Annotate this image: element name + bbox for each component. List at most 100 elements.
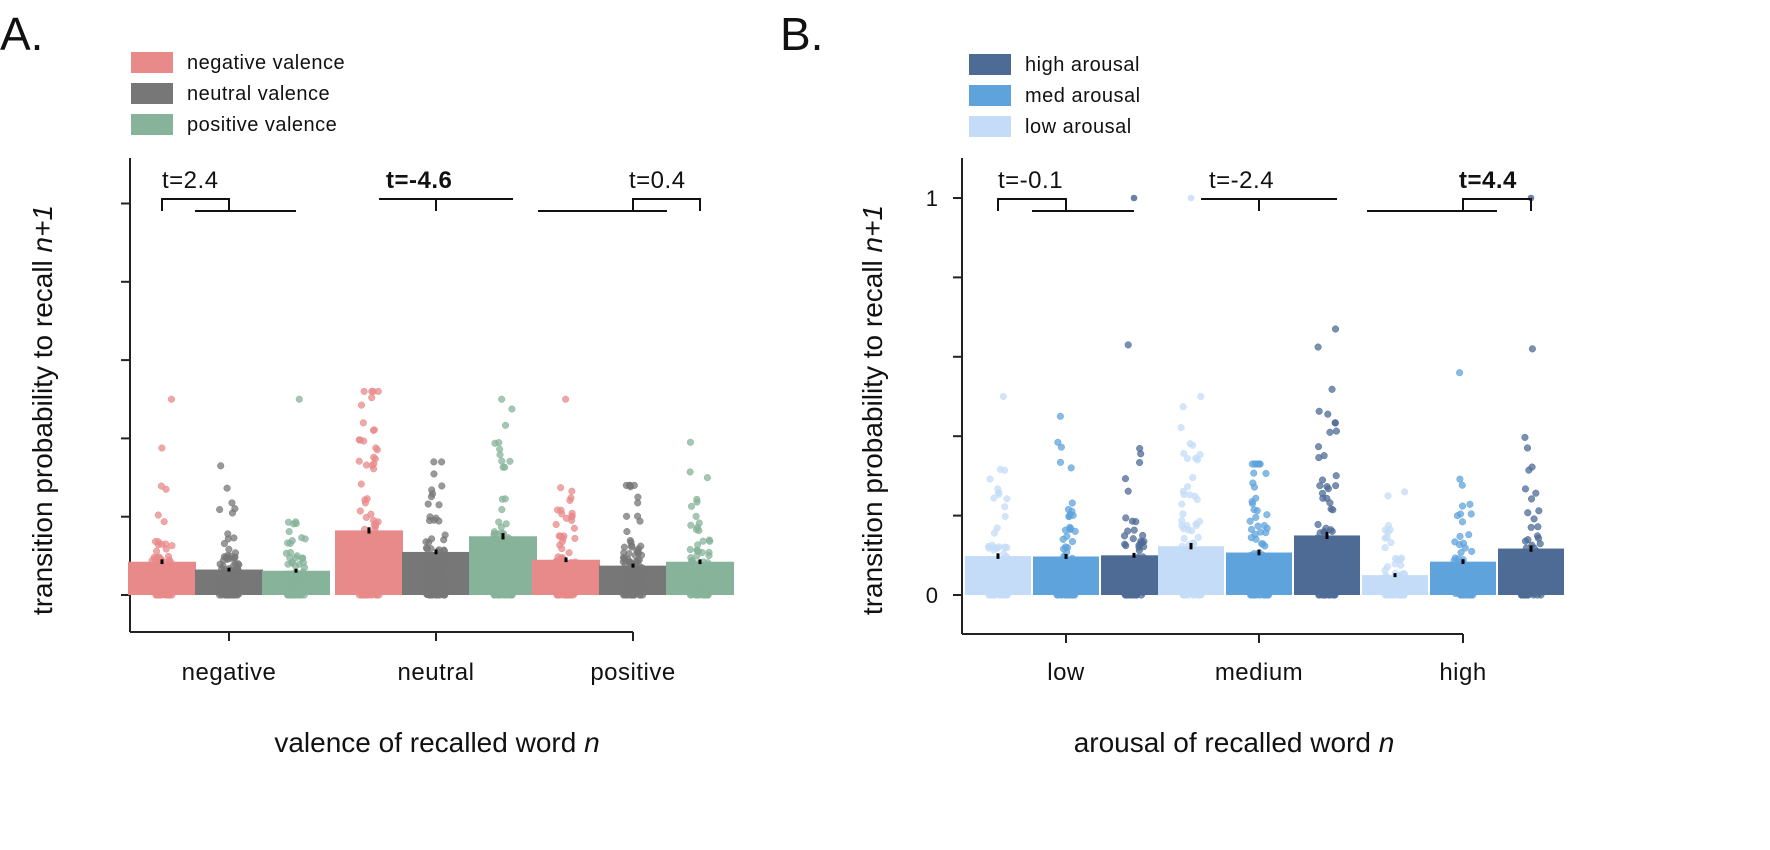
data-point: [1178, 548, 1186, 556]
data-point: [1183, 483, 1192, 491]
data-point: [508, 541, 516, 549]
data-point: [1139, 580, 1147, 588]
data-point: [1320, 569, 1328, 578]
data-point: [1314, 520, 1322, 529]
data-point: [557, 484, 565, 492]
data-point: [992, 559, 1000, 567]
legend-label: negative valence: [187, 52, 345, 74]
data-point: [687, 521, 695, 529]
x-axis-title: arousal of recalled word n: [1074, 727, 1395, 758]
data-point: [688, 556, 696, 565]
data-point: [496, 445, 504, 453]
data-point: [360, 543, 368, 551]
data-point: [1331, 325, 1340, 333]
data-point: [507, 589, 516, 597]
data-point: [505, 535, 514, 543]
data-point: [1068, 499, 1076, 507]
data-point: [1134, 588, 1142, 596]
data-point: [1062, 585, 1070, 593]
x-axis-title-text: arousal of recalled word: [1074, 727, 1379, 758]
data-point: [565, 549, 573, 557]
data-point: [501, 421, 510, 429]
data-point: [495, 518, 503, 526]
data-point: [570, 524, 578, 532]
data-point: [1261, 571, 1269, 579]
data-point: [1261, 579, 1269, 587]
data-point: [1188, 527, 1196, 535]
data-point: [1517, 550, 1525, 558]
data-point: [1457, 548, 1465, 557]
data-point: [1525, 466, 1533, 474]
significance-label: t=-0.1: [998, 167, 1063, 194]
data-point: [217, 462, 225, 470]
data-point: [363, 564, 372, 572]
data-point: [1182, 574, 1190, 582]
data-point: [693, 546, 701, 554]
data-point: [1381, 544, 1389, 552]
data-point: [1065, 512, 1073, 520]
data-point: [1533, 532, 1542, 540]
data-point: [1318, 590, 1327, 598]
data-point: [1254, 522, 1262, 530]
data-point: [634, 545, 643, 553]
data-point: [1391, 590, 1399, 598]
data-point: [357, 401, 366, 409]
data-point: [562, 395, 570, 403]
data-point: [1124, 341, 1132, 349]
data-point: [1252, 513, 1260, 521]
data-point: [370, 465, 378, 473]
data-point: [1179, 525, 1188, 533]
data-point: [158, 571, 166, 579]
data-point: [986, 475, 994, 483]
data-point: [492, 587, 500, 595]
data-point: [1521, 433, 1529, 441]
data-point: [1003, 544, 1011, 552]
data-point: [557, 506, 565, 514]
data-point: [216, 505, 224, 514]
data-point: [1121, 475, 1130, 483]
data-point: [498, 505, 506, 514]
data-point: [990, 567, 998, 575]
data-point: [1522, 574, 1530, 582]
data-point: [634, 493, 642, 501]
data-point: [285, 589, 293, 597]
legend-swatch: [969, 116, 1011, 137]
data-point: [493, 576, 502, 584]
data-point: [1534, 570, 1542, 578]
data-point: [1257, 528, 1265, 536]
data-point: [285, 528, 293, 536]
data-point: [1456, 369, 1464, 377]
data-point: [1532, 489, 1540, 497]
x-tick-label: low: [1047, 659, 1085, 686]
data-point: [1520, 555, 1528, 563]
data-point: [1314, 343, 1322, 351]
data-point: [568, 516, 576, 524]
data-point: [1246, 517, 1254, 525]
data-point: [284, 560, 292, 568]
data-point: [695, 578, 703, 586]
data-point: [301, 535, 309, 543]
data-point: [232, 590, 240, 598]
data-point: [1059, 535, 1067, 543]
data-point: [357, 480, 365, 488]
data-point: [362, 461, 370, 469]
data-point: [1530, 515, 1538, 523]
data-point: [167, 395, 176, 403]
data-point: [435, 517, 443, 525]
data-point: [628, 543, 636, 551]
data-point: [1331, 419, 1339, 427]
data-point: [686, 545, 694, 554]
data-point: [288, 582, 296, 590]
data-point: [1318, 489, 1327, 497]
outlier-point: [1130, 194, 1138, 202]
data-point: [686, 468, 694, 476]
data-point: [1331, 541, 1339, 549]
data-point: [363, 495, 371, 503]
data-point: [1191, 492, 1199, 500]
data-point: [355, 575, 364, 584]
data-point: [360, 387, 368, 395]
legend-swatch: [131, 83, 173, 104]
data-point: [1136, 458, 1144, 467]
data-point: [686, 438, 694, 446]
data-point: [369, 560, 377, 568]
